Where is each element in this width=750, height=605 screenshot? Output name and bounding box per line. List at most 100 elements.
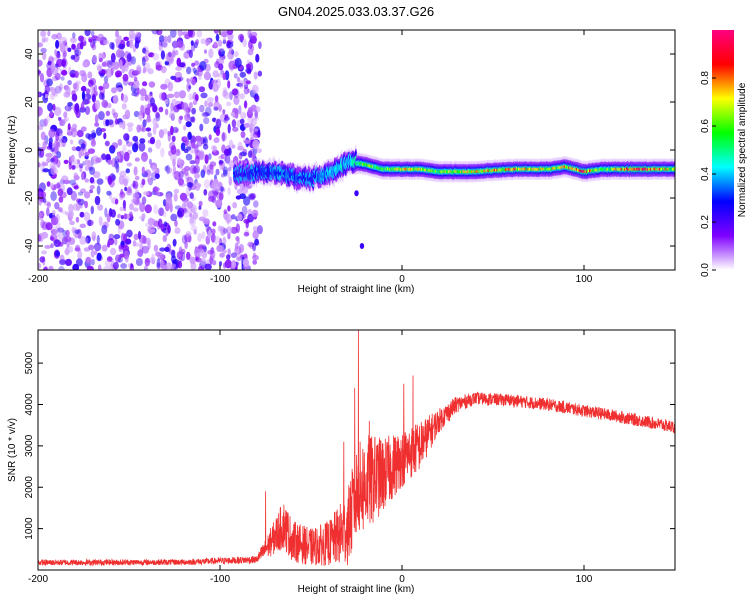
noise-blob [257, 70, 263, 77]
noise-blob [194, 94, 199, 102]
noise-blob [40, 47, 47, 54]
noise-blob [80, 172, 85, 181]
noise-blob [66, 243, 70, 248]
noise-blob [223, 166, 228, 175]
noise-blob [162, 235, 167, 242]
noise-blob [42, 197, 47, 203]
colorbar-ticks: 0.0 0.2 0.4 0.6 0.8 [700, 71, 716, 277]
noise-blob [168, 55, 174, 63]
noise-blob [203, 246, 207, 253]
noise-blob [71, 146, 77, 151]
noise-blob [167, 35, 172, 43]
noise-blob [218, 104, 223, 112]
noise-blob [61, 175, 69, 182]
noise-blob [255, 95, 260, 102]
noise-blob [93, 171, 101, 179]
noise-blob [125, 168, 130, 174]
noise-blob [188, 85, 192, 90]
noise-blob [96, 185, 101, 195]
noise-blob [80, 85, 87, 92]
noise-blob [208, 153, 212, 160]
noise-blob [237, 141, 243, 150]
noise-blob [145, 118, 152, 123]
noise-blob [213, 30, 220, 34]
noise-blob [190, 135, 196, 145]
noise-blob [170, 145, 177, 155]
noise-blob [117, 226, 121, 235]
noise-blob [91, 231, 97, 241]
noise-blob [183, 210, 191, 218]
noise-blob [72, 32, 76, 39]
noise-blob [216, 73, 224, 78]
noise-blob [54, 250, 61, 257]
noise-blob [192, 67, 197, 74]
noise-blob [101, 244, 108, 252]
noise-blob [46, 78, 53, 87]
noise-blob [172, 238, 177, 247]
noise-blob [84, 178, 90, 183]
noise-blob [121, 103, 127, 110]
noise-blob [61, 57, 68, 68]
noise-blob [41, 231, 49, 239]
noise-blob [111, 61, 116, 72]
noise-blob [122, 199, 126, 209]
noise-blob [122, 144, 127, 154]
noise-blob [88, 244, 95, 250]
noise-blob [44, 244, 51, 249]
noise-blob [83, 211, 91, 222]
noise-blob [206, 38, 211, 45]
noise-blob [64, 235, 72, 243]
noise-blob [147, 217, 154, 226]
noise-blob [212, 221, 217, 227]
noise-blob [242, 38, 247, 48]
noise-blob [123, 213, 128, 220]
noise-blob [218, 57, 225, 65]
noise-blob [209, 164, 214, 171]
noise-blob [115, 49, 122, 58]
noise-blob [192, 211, 199, 220]
noise-blob [202, 209, 209, 218]
noise-blob [114, 237, 118, 246]
noise-blob [141, 166, 145, 174]
noise-blob [71, 127, 78, 138]
noise-blob [231, 214, 236, 220]
noise-blob [139, 138, 146, 144]
noise-blob [56, 58, 64, 67]
noise-blob [226, 41, 234, 49]
noise-blob [127, 125, 133, 132]
noise-blob [243, 231, 250, 237]
noise-blob [48, 128, 56, 138]
noise-blob [65, 247, 70, 256]
noise-blob [160, 65, 167, 74]
noise-blob [58, 266, 65, 270]
noise-blob [136, 124, 141, 133]
noise-blob [121, 120, 126, 130]
noise-blob [84, 106, 91, 115]
noise-blob [155, 112, 161, 122]
noise-blob [70, 139, 74, 145]
noise-blob [212, 70, 219, 78]
noise-blob [226, 30, 234, 35]
noise-blob [194, 60, 200, 66]
noise-blob [144, 204, 152, 214]
noise-blob [95, 100, 101, 110]
noise-blob [40, 30, 47, 38]
noise-blob [107, 175, 113, 185]
noise-blob [142, 119, 147, 128]
noise-blob [109, 145, 116, 154]
noise-blob [172, 165, 177, 175]
noise-blob [69, 220, 75, 226]
noise-blob [159, 92, 165, 101]
noise-blob [172, 171, 176, 177]
noise-blob [113, 112, 119, 119]
noise-blob [225, 214, 233, 224]
noise-blob [247, 30, 252, 39]
noise-blob [72, 203, 79, 212]
noise-blob [235, 256, 242, 261]
noise-blob [87, 71, 93, 79]
noise-blob [197, 233, 202, 242]
y-tick-label: -40 [24, 238, 35, 253]
noise-blob [148, 52, 155, 58]
noise-blob [55, 39, 60, 49]
